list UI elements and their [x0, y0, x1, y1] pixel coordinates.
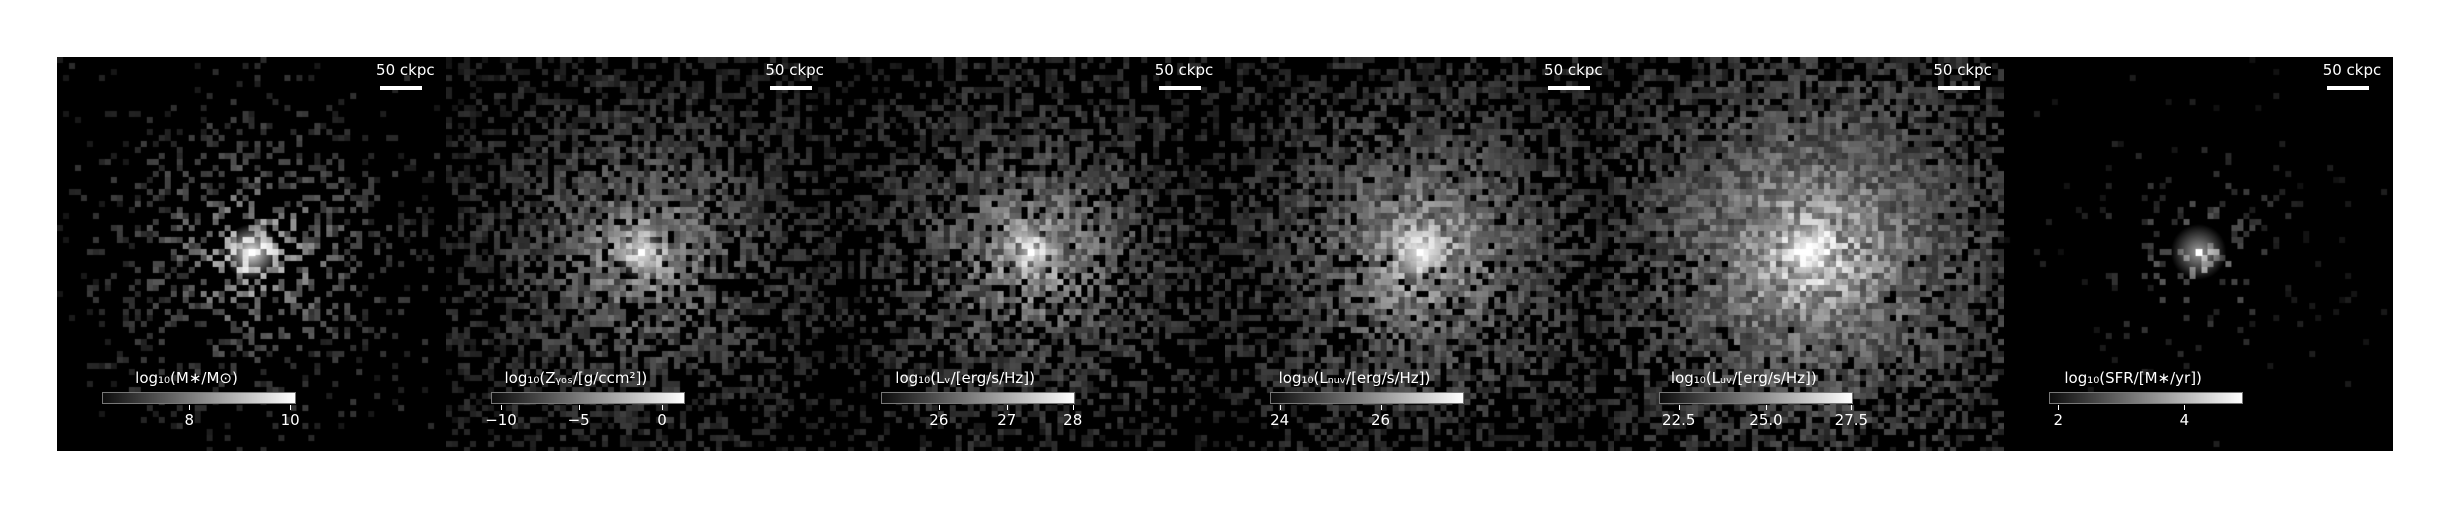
- colorbar-tick: [1678, 405, 1680, 410]
- colorbar-tick-label: 26: [929, 411, 949, 429]
- scale-bar-label: 50 ckpc: [2322, 61, 2382, 79]
- colorbar-tick-label: 24: [1270, 411, 1290, 429]
- map-panel-stellar-mass: 50 ckpc log₁₀(M∗/M⊙) 8 10: [57, 57, 447, 451]
- scale-bar-label: 50 ckpc: [1544, 61, 1603, 79]
- colorbar: [1659, 392, 1854, 404]
- colorbar-tick-label: 2: [2053, 411, 2064, 429]
- colorbar-tick: [662, 405, 664, 410]
- pixel-map: [57, 57, 447, 451]
- colorbar-tick: [290, 405, 292, 410]
- colorbar-tick-label: 22.5: [1662, 411, 1696, 429]
- map-panel-metallicity: 50 ckpc log₁₀(Zᵧₒₛ/[g/ccm²]) −10 −5 0: [446, 57, 836, 451]
- colorbar-title: log₁₀(Lᵤᵥ/[erg/s/Hz]): [1670, 369, 1817, 387]
- colorbar-ticks: −10 −5 0: [485, 405, 685, 429]
- scale-bar: [1158, 86, 1201, 90]
- scale-bar-label: 50 ckpc: [1154, 61, 1214, 79]
- scale-bar-label: 50 ckpc: [765, 61, 824, 79]
- colorbar-tick-label: −10: [485, 411, 517, 429]
- colorbar: [102, 392, 296, 404]
- colorbar-ticks: 22.5 25.0 27.5: [1659, 405, 1868, 429]
- colorbar-tick: [2058, 405, 2060, 410]
- colorbar-tick: [1279, 405, 1281, 410]
- colorbar-tick-label: 0: [657, 411, 667, 429]
- colorbar-title: log₁₀(Lₙᵤᵥ/[erg/s/Hz]): [1278, 369, 1431, 387]
- colorbar-tick-label: 25.0: [1749, 411, 1783, 429]
- pixel-map: [1614, 57, 2004, 451]
- colorbar: [880, 392, 1075, 404]
- colorbar-tick-label: −5: [567, 411, 590, 429]
- colorbar-tick: [1006, 405, 1008, 410]
- colorbar-tick: [1851, 405, 1853, 410]
- scale-bar: [769, 86, 812, 90]
- colorbar-tick: [1072, 405, 1074, 410]
- pixel-map: [835, 57, 1225, 451]
- colorbar-tick-label: 4: [2179, 411, 2190, 429]
- colorbar-ticks: 8 10: [102, 405, 300, 429]
- scale-bar: [2326, 86, 2369, 90]
- map-panel-nuv-luminosity: 50 ckpc log₁₀(Lₙᵤᵥ/[erg/s/Hz]) 24 26: [1224, 57, 1615, 451]
- pixel-map: [446, 57, 836, 451]
- colorbar-tick: [2184, 405, 2186, 410]
- scale-bar: [1937, 86, 1980, 90]
- image-strip: 50 ckpc log₁₀(M∗/M⊙) 8 10 50 ckpc log₁₀(Z…: [57, 57, 2393, 451]
- colorbar-title: log₁₀(Zᵧₒₛ/[g/ccm²]): [504, 369, 648, 387]
- colorbar-tick: [189, 405, 191, 410]
- colorbar-ticks: 26 27 28: [881, 405, 1082, 429]
- colorbar-tick-label: 27: [997, 411, 1017, 429]
- colorbar-title: log₁₀(SFR/[M∗/yr]): [2064, 369, 2202, 387]
- colorbar: [2048, 392, 2243, 404]
- pixel-map: [1224, 57, 1615, 451]
- map-panel-v-luminosity: 50 ckpc log₁₀(Lᵥ/[erg/s/Hz]) 26 27 28: [835, 57, 1225, 451]
- colorbar-title: log₁₀(Lᵥ/[erg/s/Hz]): [895, 369, 1035, 387]
- colorbar-ticks: 24 26: [1270, 405, 1464, 429]
- colorbar-tick: [1380, 405, 1382, 410]
- map-panel-uv-luminosity: 50 ckpc log₁₀(Lᵤᵥ/[erg/s/Hz]) 22.5 25.0 27…: [1614, 57, 2004, 451]
- scale-bar-label: 50 ckpc: [376, 61, 435, 79]
- colorbar-tick: [938, 405, 940, 410]
- scale-bar: [1548, 86, 1591, 90]
- colorbar: [491, 392, 686, 404]
- colorbar-tick-label: 28: [1063, 411, 1083, 429]
- scale-bar: [380, 86, 423, 90]
- colorbar-tick: [1766, 405, 1767, 410]
- colorbar-tick-label: 8: [184, 411, 195, 429]
- colorbar-title: log₁₀(M∗/M⊙): [135, 369, 238, 387]
- colorbar-tick: [578, 405, 580, 410]
- scale-bar-label: 50 ckpc: [1933, 61, 1992, 79]
- colorbar-tick-label: 26: [1371, 411, 1391, 429]
- colorbar: [1269, 392, 1464, 404]
- pixel-map: [2003, 57, 2393, 451]
- colorbar-tick-label: 27.5: [1834, 411, 1869, 429]
- colorbar-tick-label: 10: [280, 411, 300, 429]
- colorbar-tick: [501, 405, 503, 410]
